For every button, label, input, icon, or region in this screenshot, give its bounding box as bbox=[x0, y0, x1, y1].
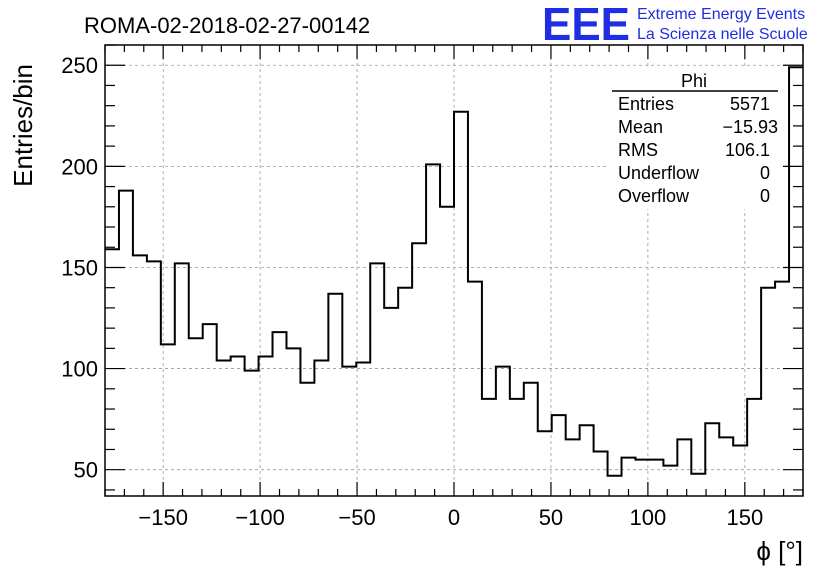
stats-box-background bbox=[608, 69, 780, 209]
stats-box: Phi Entries 5571 Mean −15.93 RMS 106.1 U… bbox=[608, 69, 780, 209]
axis-ticks bbox=[104, 44, 804, 496]
logo-line-1: Extreme Energy Events bbox=[637, 6, 805, 23]
eee-logo: EEE Extreme Energy Events La Scienza nel… bbox=[542, 0, 808, 50]
y-tick-label: 100 bbox=[61, 357, 98, 382]
logo-line-2: La Scienza nelle Scuole bbox=[637, 26, 808, 43]
stats-label-underflow: Underflow bbox=[618, 163, 700, 183]
y-tick-label: 200 bbox=[61, 154, 98, 179]
tick-labels: −150 −100 −50 0 50 100 150 50 100 150 200 250 bbox=[61, 53, 763, 530]
y-tick-label: 50 bbox=[74, 458, 98, 483]
chart-title: ROMA-02-2018-02-27-00142 bbox=[84, 13, 370, 38]
y-axis-title: Entries/bin bbox=[8, 64, 38, 187]
logo-letters: EEE bbox=[542, 0, 630, 50]
y-tick-label: 150 bbox=[61, 255, 98, 280]
stats-label-mean: Mean bbox=[618, 117, 663, 137]
stats-label-rms: RMS bbox=[618, 140, 658, 160]
x-tick-label: −150 bbox=[138, 505, 188, 530]
stats-value-underflow: 0 bbox=[760, 163, 770, 183]
x-axis-title: ϕ [°] bbox=[756, 536, 803, 566]
stats-label-entries: Entries bbox=[618, 94, 674, 114]
x-tick-label: 0 bbox=[448, 505, 460, 530]
x-tick-label: 100 bbox=[630, 505, 667, 530]
stats-title: Phi bbox=[681, 71, 707, 91]
stats-value-rms: 106.1 bbox=[725, 140, 770, 160]
y-tick-label: 250 bbox=[61, 53, 98, 78]
x-tick-label: −100 bbox=[235, 505, 285, 530]
stats-label-overflow: Overflow bbox=[618, 186, 690, 206]
stats-value-overflow: 0 bbox=[760, 186, 770, 206]
x-tick-label: −50 bbox=[338, 505, 375, 530]
histogram-series bbox=[105, 66, 803, 477]
x-tick-label: 50 bbox=[539, 505, 563, 530]
stats-value-mean: −15.93 bbox=[722, 117, 778, 137]
x-tick-label: 150 bbox=[726, 505, 763, 530]
stats-value-entries: 5571 bbox=[730, 94, 770, 114]
